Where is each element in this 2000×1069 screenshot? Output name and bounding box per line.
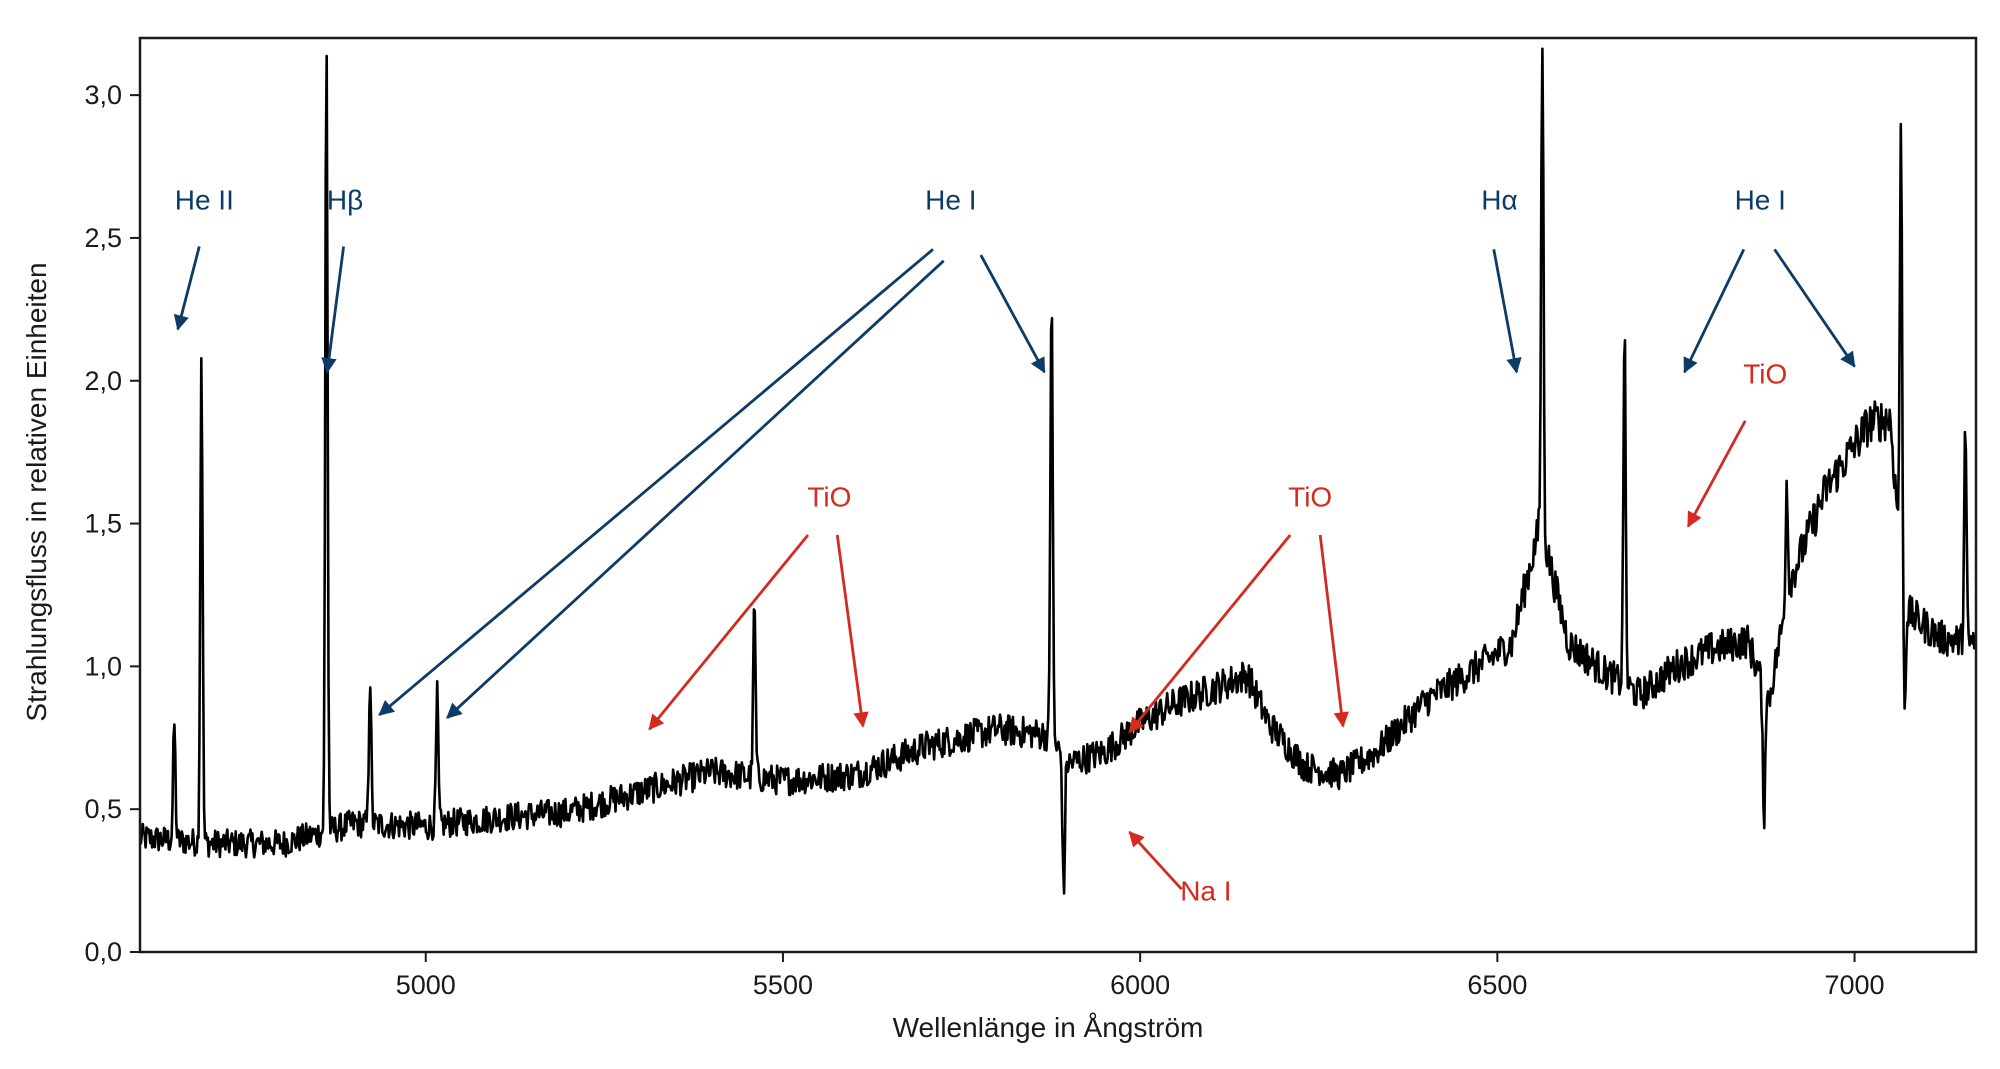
annotation-arrow [1318,534,1349,728]
annotation-label: He I [1735,184,1786,215]
annotation-arrow [446,259,945,719]
spectrum-line-group [140,47,1976,895]
x-tick-label: 6000 [1110,970,1170,1000]
annotation-label: Hα [1481,184,1517,215]
annotation-arrow [1686,420,1747,528]
y-tick-label: 2,5 [84,223,122,253]
x-tick-label: 6500 [1467,970,1527,1000]
annotation-label: TiO [1743,359,1787,390]
annotation-label: He II [175,184,234,215]
x-tick-label: 5000 [396,970,456,1000]
y-tick-label: 1,0 [84,651,122,681]
annotation-label: Na I [1180,876,1231,907]
annotation-arrow [979,254,1046,374]
y-tick-label: 0,5 [84,794,122,824]
plot-frame [138,36,1978,954]
y-axis-title: Strahlungsfluss in relativen Einheiten [21,262,52,721]
x-tick-label: 5500 [753,970,813,1000]
x-tick-label: 7000 [1825,970,1885,1000]
y-tick-label: 2,0 [84,366,122,396]
annotation-label: He I [925,184,976,215]
spectrum-line [140,47,1976,895]
annotation-arrow [1773,248,1856,368]
annotation-arrow [321,246,345,374]
annotation-label: TiO [807,481,851,512]
annotation-arrow [378,248,934,717]
annotation-arrow [173,246,201,331]
annotation-arrow [1683,248,1746,374]
axes-group: 5000 5500 6000 6500 7000 0,0 0,5 1,0 1,5 2,0 2,5 3,… [84,80,1884,1000]
x-axis-title: Wellenlänge in Ångström [893,1012,1204,1043]
annotation-arrow [1128,830,1183,891]
annotation-label: TiO [1288,481,1332,512]
annotation-arrow [835,534,869,728]
y-tick-label: 1,5 [84,509,122,539]
annotation-label: Hβ [327,184,363,215]
annotation-arrow [1128,534,1292,734]
annotation-group: He II Hβ He I TiO TiO Na I Hα He I TiO [173,184,1856,907]
y-tick-label: 0,0 [84,937,122,967]
annotation-arrow [1492,249,1522,374]
annotation-arrow [648,534,810,731]
y-tick-label: 3,0 [84,80,122,110]
